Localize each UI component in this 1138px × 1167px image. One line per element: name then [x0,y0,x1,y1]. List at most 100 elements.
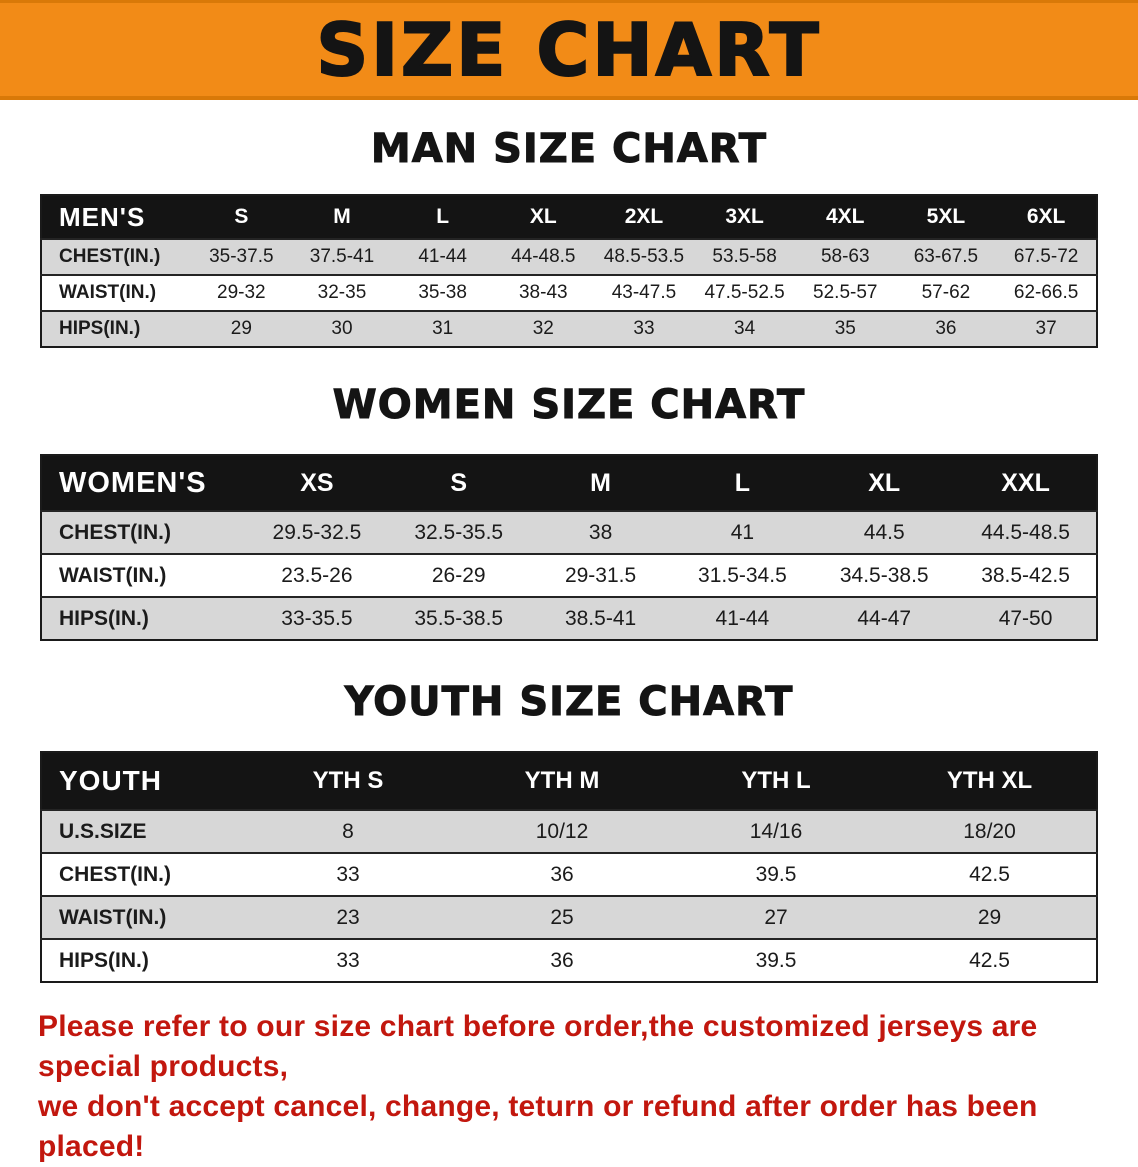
row-label-cell: WAIST(IN.) [59,282,157,303]
value-cell: 35-38 [418,282,467,303]
men-section-heading: MAN SIZE CHART [370,126,768,173]
value-cell: 36 [935,318,957,339]
youth-table-container: YOUTH YTH S YTH M YTH L YTH XL U.S.SIZE 8 10/12… [0,751,1138,983]
size-header-cell: YTH L [669,752,883,810]
value-cell: 35-37.5 [209,246,274,267]
size-header-cell: XL [813,455,956,511]
row-label-cell: WAIST(IN.) [59,905,167,929]
value-cell: 33 [336,948,360,972]
youth-section-heading: YOUTH SIZE CHART [344,679,794,726]
value-cell: 34 [734,318,756,339]
value-cell: 35 [834,318,856,339]
value-cell: 34.5-38.5 [839,563,929,587]
women-table-container: WOMEN'S XS S M L XL XXL CHEST(IN.) 29.5-32.5 32.5… [0,454,1138,641]
value-cell: 39.5 [755,862,797,886]
value-cell: 8 [342,819,354,843]
value-cell: 42.5 [969,862,1010,886]
value-cell: 23 [336,905,360,929]
value-cell: 48.5-53.5 [603,246,685,267]
size-header-cell: L [671,455,814,511]
youth-size-table: YOUTH YTH S YTH M YTH L YTH XL U.S.SIZE 8 10/12… [40,751,1098,983]
value-cell: 14/16 [749,819,803,843]
value-cell: 32 [532,318,554,339]
table-row: CHEST(IN.) 33 36 39.5 42.5 [41,853,1097,896]
size-header-cell: 4XL [794,195,896,239]
value-cell: 67.5-72 [1013,246,1079,267]
size-header-cell: 3XL [694,195,795,239]
value-cell: 62-66.5 [1013,282,1079,303]
table-row: HIPS(IN.) 33-35.5 35.5-38.5 38.5-41 41-44 44-… [41,597,1097,640]
value-cell: 44-47 [857,606,912,630]
value-cell: 33-35.5 [281,606,353,630]
value-cell: 33 [336,862,360,886]
table-row: HIPS(IN.) 29 30 31 32 33 34 35 36 37 [41,311,1097,347]
value-cell: 26-29 [431,563,486,587]
table-row: WAIST(IN.) 23.5-26 26-29 29-31.5 31.5-34.5 34… [41,554,1097,597]
section-men: MAN SIZE CHART MEN'S S M L XL 2XL 3XL 4XL 5XL 6XL… [0,126,1138,348]
size-header-cell: M [529,455,672,511]
value-cell: 57-62 [921,282,971,303]
value-cell: 41-44 [418,246,467,267]
value-cell: 35.5-38.5 [414,606,504,630]
header-row: MEN'S S M L XL 2XL 3XL 4XL 5XL 6XL [41,195,1097,239]
value-cell: 10/12 [535,819,589,843]
value-cell: 53.5-58 [712,246,777,267]
banner: SIZE CHART [0,0,1138,100]
size-header-cell: XS [246,455,388,511]
table-row: CHEST(IN.) 35-37.5 37.5-41 41-44 44-48.5 48.5… [41,239,1097,275]
size-header-cell: YTH XL [883,752,1097,810]
value-cell: 44.5-48.5 [981,520,1070,544]
value-cell: 29-32 [217,282,266,303]
row-label-cell: U.S.SIZE [59,819,147,843]
value-cell: 18/20 [963,819,1016,843]
value-cell: 39.5 [755,948,797,972]
size-header-cell: M [291,195,393,239]
women-section-heading: WOMEN SIZE CHART [332,382,806,429]
row-label-cell: HIPS(IN.) [59,948,149,972]
value-cell: 27 [764,905,788,929]
value-cell: 37 [1035,318,1057,339]
value-cell: 29-31.5 [564,563,637,587]
table-row: CHEST(IN.) 29.5-32.5 32.5-35.5 38 41 44.5 44.5… [41,511,1097,554]
value-cell: 32.5-35.5 [414,520,504,544]
row-label-cell: CHEST(IN.) [59,520,171,544]
value-cell: 36 [550,948,574,972]
size-header-cell: XL [492,195,594,239]
value-cell: 31 [432,318,454,339]
table-title-cell: MEN'S [41,195,191,239]
value-cell: 33 [633,318,655,339]
section-women: WOMEN SIZE CHART WOMEN'S XS S M L XL XXL CHEST(… [0,382,1138,641]
header-row: YOUTH YTH S YTH M YTH L YTH XL [41,752,1097,810]
row-label-cell: WAIST(IN.) [59,563,167,587]
size-header-cell: S [191,195,292,239]
value-cell: 32-35 [317,282,367,303]
row-label-cell: CHEST(IN.) [59,862,171,886]
header-row: WOMEN'S XS S M L XL XXL [41,455,1097,511]
value-cell: 44.5 [863,520,905,544]
value-cell: 31.5-34.5 [698,563,787,587]
size-header-cell: 2XL [593,195,695,239]
value-cell: 38.5-42.5 [981,563,1070,587]
men-size-table: MEN'S S M L XL 2XL 3XL 4XL 5XL 6XL CHEST(IN.) 35-37… [40,194,1098,348]
value-cell: 41 [730,520,755,544]
size-header-cell: XXL [955,455,1097,511]
section-youth: YOUTH SIZE CHART YOUTH YTH S YTH M YTH L YTH… [0,679,1138,983]
value-cell: 29 [977,905,1002,929]
disclaimer-line-2: we don't accept cancel, change, teturn o… [38,1089,1038,1163]
men-table-container: MEN'S S M L XL 2XL 3XL 4XL 5XL 6XL CHEST(IN.) 35-37… [0,194,1138,348]
table-row: WAIST(IN.) 29-32 32-35 35-38 38-43 43-47.5 47.… [41,275,1097,311]
value-cell: 44-48.5 [511,246,576,267]
value-cell: 23.5-26 [281,563,353,587]
table-row: HIPS(IN.) 33 36 39.5 42.5 [41,939,1097,982]
value-cell: 43-47.5 [611,282,677,303]
size-header-cell: YTH S [241,752,455,810]
disclaimer-line-1: Please refer to our size chart before or… [38,1010,1038,1083]
value-cell: 41-44 [715,606,770,630]
row-label-cell: HIPS(IN.) [59,606,149,630]
size-header-cell: YTH M [455,752,669,810]
row-label-cell: HIPS(IN.) [59,318,141,339]
size-header-cell: L [392,195,493,239]
value-cell: 38.5-41 [564,606,637,630]
value-cell: 38 [588,520,613,544]
